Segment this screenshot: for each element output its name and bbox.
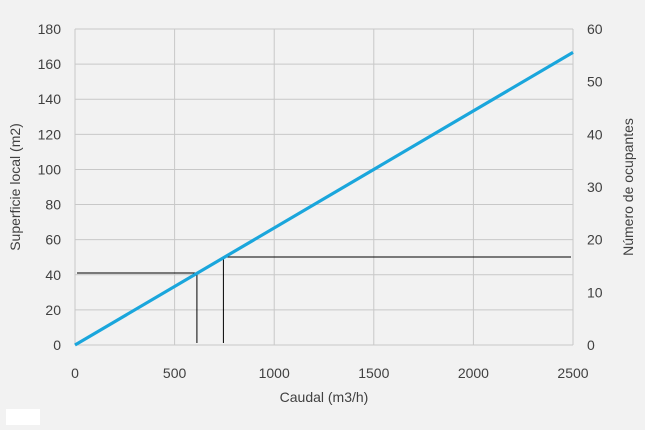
y2-axis-label: Número de ocupantes bbox=[620, 118, 636, 256]
y2-tick-labels: 0 10 20 30 40 50 60 bbox=[587, 21, 603, 353]
y-tick-label: 140 bbox=[38, 91, 62, 107]
x-tick-label: 1500 bbox=[358, 365, 389, 381]
y2-tick-label: 50 bbox=[587, 74, 603, 90]
y-tick-label: 120 bbox=[38, 126, 62, 142]
y-tick-label: 180 bbox=[38, 21, 62, 37]
corner-box bbox=[6, 409, 40, 425]
x-axis-label: Caudal (m3/h) bbox=[280, 389, 369, 405]
guide-lines bbox=[77, 256, 571, 343]
x-tick-label: 2000 bbox=[458, 365, 489, 381]
y-tick-label: 20 bbox=[45, 302, 61, 318]
series-line bbox=[74, 50, 574, 347]
y2-tick-label: 20 bbox=[587, 232, 603, 248]
y-tick-label: 160 bbox=[38, 56, 62, 72]
y2-tick-label: 30 bbox=[587, 179, 603, 195]
y2-tick-label: 40 bbox=[587, 126, 603, 142]
y2-tick-label: 10 bbox=[587, 284, 603, 300]
plot-area bbox=[75, 29, 573, 345]
x-tick-label: 1000 bbox=[259, 365, 290, 381]
y-tick-labels: 0 20 40 60 80 100 120 140 160 180 bbox=[38, 21, 62, 353]
y2-tick-label: 60 bbox=[587, 21, 603, 37]
x-tick-labels: 0 500 1000 1500 2000 2500 bbox=[71, 365, 589, 381]
y-tick-label: 60 bbox=[45, 232, 61, 248]
x-tick-label: 2500 bbox=[557, 365, 588, 381]
y-tick-label: 100 bbox=[38, 161, 62, 177]
y-axis-label: Superficie local (m2) bbox=[7, 123, 23, 251]
x-tick-label: 500 bbox=[163, 365, 187, 381]
x-tick-label: 0 bbox=[71, 365, 79, 381]
y-tick-label: 80 bbox=[45, 197, 61, 213]
series bbox=[74, 50, 574, 347]
y-tick-label: 40 bbox=[45, 267, 61, 283]
grid bbox=[74, 28, 574, 346]
y-tick-label: 0 bbox=[53, 337, 61, 353]
y2-tick-label: 0 bbox=[587, 337, 595, 353]
